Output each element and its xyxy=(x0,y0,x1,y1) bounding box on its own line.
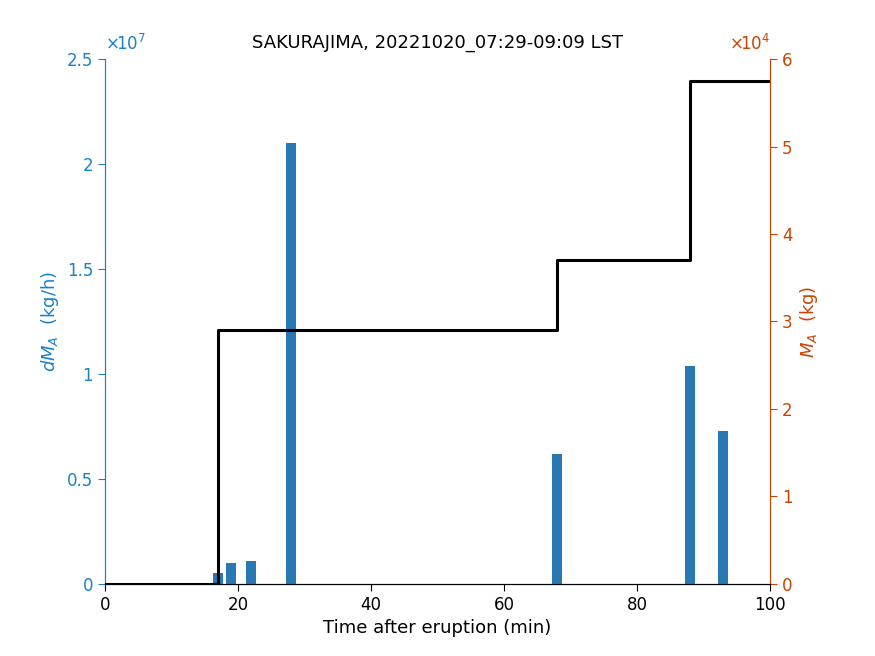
Bar xyxy=(214,573,223,584)
Bar xyxy=(552,454,563,584)
Y-axis label: $dM_A$  (kg/h): $dM_A$ (kg/h) xyxy=(39,271,61,372)
Bar xyxy=(718,430,728,584)
Bar xyxy=(286,143,296,584)
Text: $\times\!10^7$: $\times\!10^7$ xyxy=(105,33,146,54)
Bar xyxy=(247,561,256,584)
Text: $\times\!10^4$: $\times\!10^4$ xyxy=(729,33,770,54)
Y-axis label: $M_A$  (kg): $M_A$ (kg) xyxy=(798,285,820,358)
Bar xyxy=(685,365,696,584)
Title: SAKURAJIMA, 20221020_07:29-09:09 LST: SAKURAJIMA, 20221020_07:29-09:09 LST xyxy=(252,34,623,52)
X-axis label: Time after eruption (min): Time after eruption (min) xyxy=(324,619,551,637)
Bar xyxy=(227,563,236,584)
